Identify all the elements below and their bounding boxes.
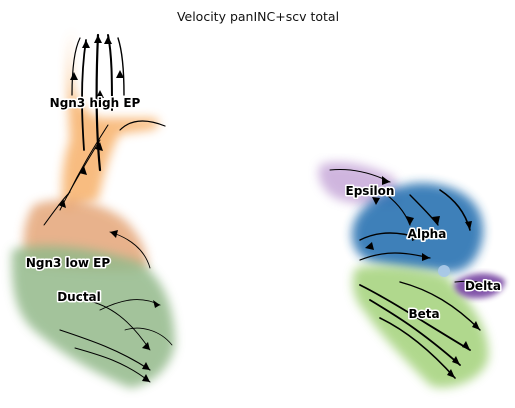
cluster-label-ductal: Ductal [57, 290, 101, 304]
stream-arrowhead [82, 40, 90, 48]
stream-arrowhead [452, 356, 460, 365]
streamline [399, 281, 481, 331]
cluster-area [11, 245, 176, 388]
cluster-label-ngn3-high-ep: Ngn3 high EP [50, 96, 141, 110]
stream-arrowhead [142, 362, 150, 370]
stream-arrowhead [472, 321, 480, 330]
stream-arrowhead [116, 70, 124, 78]
cluster-area [62, 30, 159, 210]
cluster-cloud-epsilon [318, 162, 400, 207]
cluster-outlier-point [438, 265, 450, 277]
stream-arrowheads [58, 35, 500, 382]
stream-arrowhead [104, 36, 112, 44]
stream-arrowhead [110, 230, 118, 238]
streamline [81, 39, 87, 151]
stream-arrowhead [382, 176, 390, 185]
stream-arrowhead [422, 253, 430, 261]
cluster-label-ngn3-low-ep: Ngn3 low EP [26, 256, 111, 270]
stream-arrowhead [491, 283, 500, 291]
cluster-area [318, 162, 400, 207]
stream-arrowhead [432, 216, 440, 225]
streamline [119, 120, 166, 131]
cluster-cloud-ngn3-high-ep [62, 30, 159, 210]
streamline [117, 37, 125, 96]
stream-arrowhead [372, 197, 380, 205]
stream-arrowhead [70, 72, 78, 80]
cluster-label-epsilon: Epsilon [346, 184, 395, 198]
stream-arrowhead [365, 242, 374, 250]
streamline [71, 37, 81, 96]
cluster-cloud-beta [352, 265, 489, 388]
streamline [43, 191, 71, 226]
stream-arrowhead [447, 369, 455, 378]
cluster-label-beta: Beta [408, 307, 439, 321]
streamline [124, 327, 173, 346]
streamline [59, 329, 151, 371]
cluster-area [351, 183, 484, 273]
cluster-cloud-ductal [11, 245, 176, 388]
stream-arrowhead [153, 300, 160, 308]
stream-arrowhead [462, 341, 470, 350]
cluster-area [352, 265, 489, 388]
streamline [84, 299, 151, 351]
cluster-cloud-delta [454, 273, 505, 299]
streamline [359, 284, 471, 351]
streamline [95, 33, 102, 172]
stream-arrowhead [142, 374, 150, 382]
stream-arrowhead [94, 35, 102, 43]
streamline [369, 299, 461, 366]
stream-arrowhead [96, 90, 104, 98]
chart-title: Velocity panINC+scv total [177, 9, 339, 24]
stream-arrowhead [412, 233, 420, 241]
streamline [409, 194, 439, 226]
stream-arrowhead [142, 342, 150, 350]
cluster-labels: Ngn3 high EP Ngn3 low EP Ductal Epsilon … [24, 95, 502, 323]
stream-arrowhead [406, 216, 414, 225]
stream-arrowhead [465, 221, 472, 230]
cluster-label-alpha: Alpha [408, 227, 447, 241]
cluster-area [454, 273, 505, 299]
stream-arrowhead [58, 200, 66, 208]
cluster-cloud-alpha [351, 183, 484, 273]
stream-arrowhead [95, 142, 103, 151]
streamline [379, 317, 456, 379]
cluster-label-delta: Delta [465, 279, 501, 293]
streamline [74, 347, 151, 383]
stream-arrowhead [79, 166, 87, 175]
